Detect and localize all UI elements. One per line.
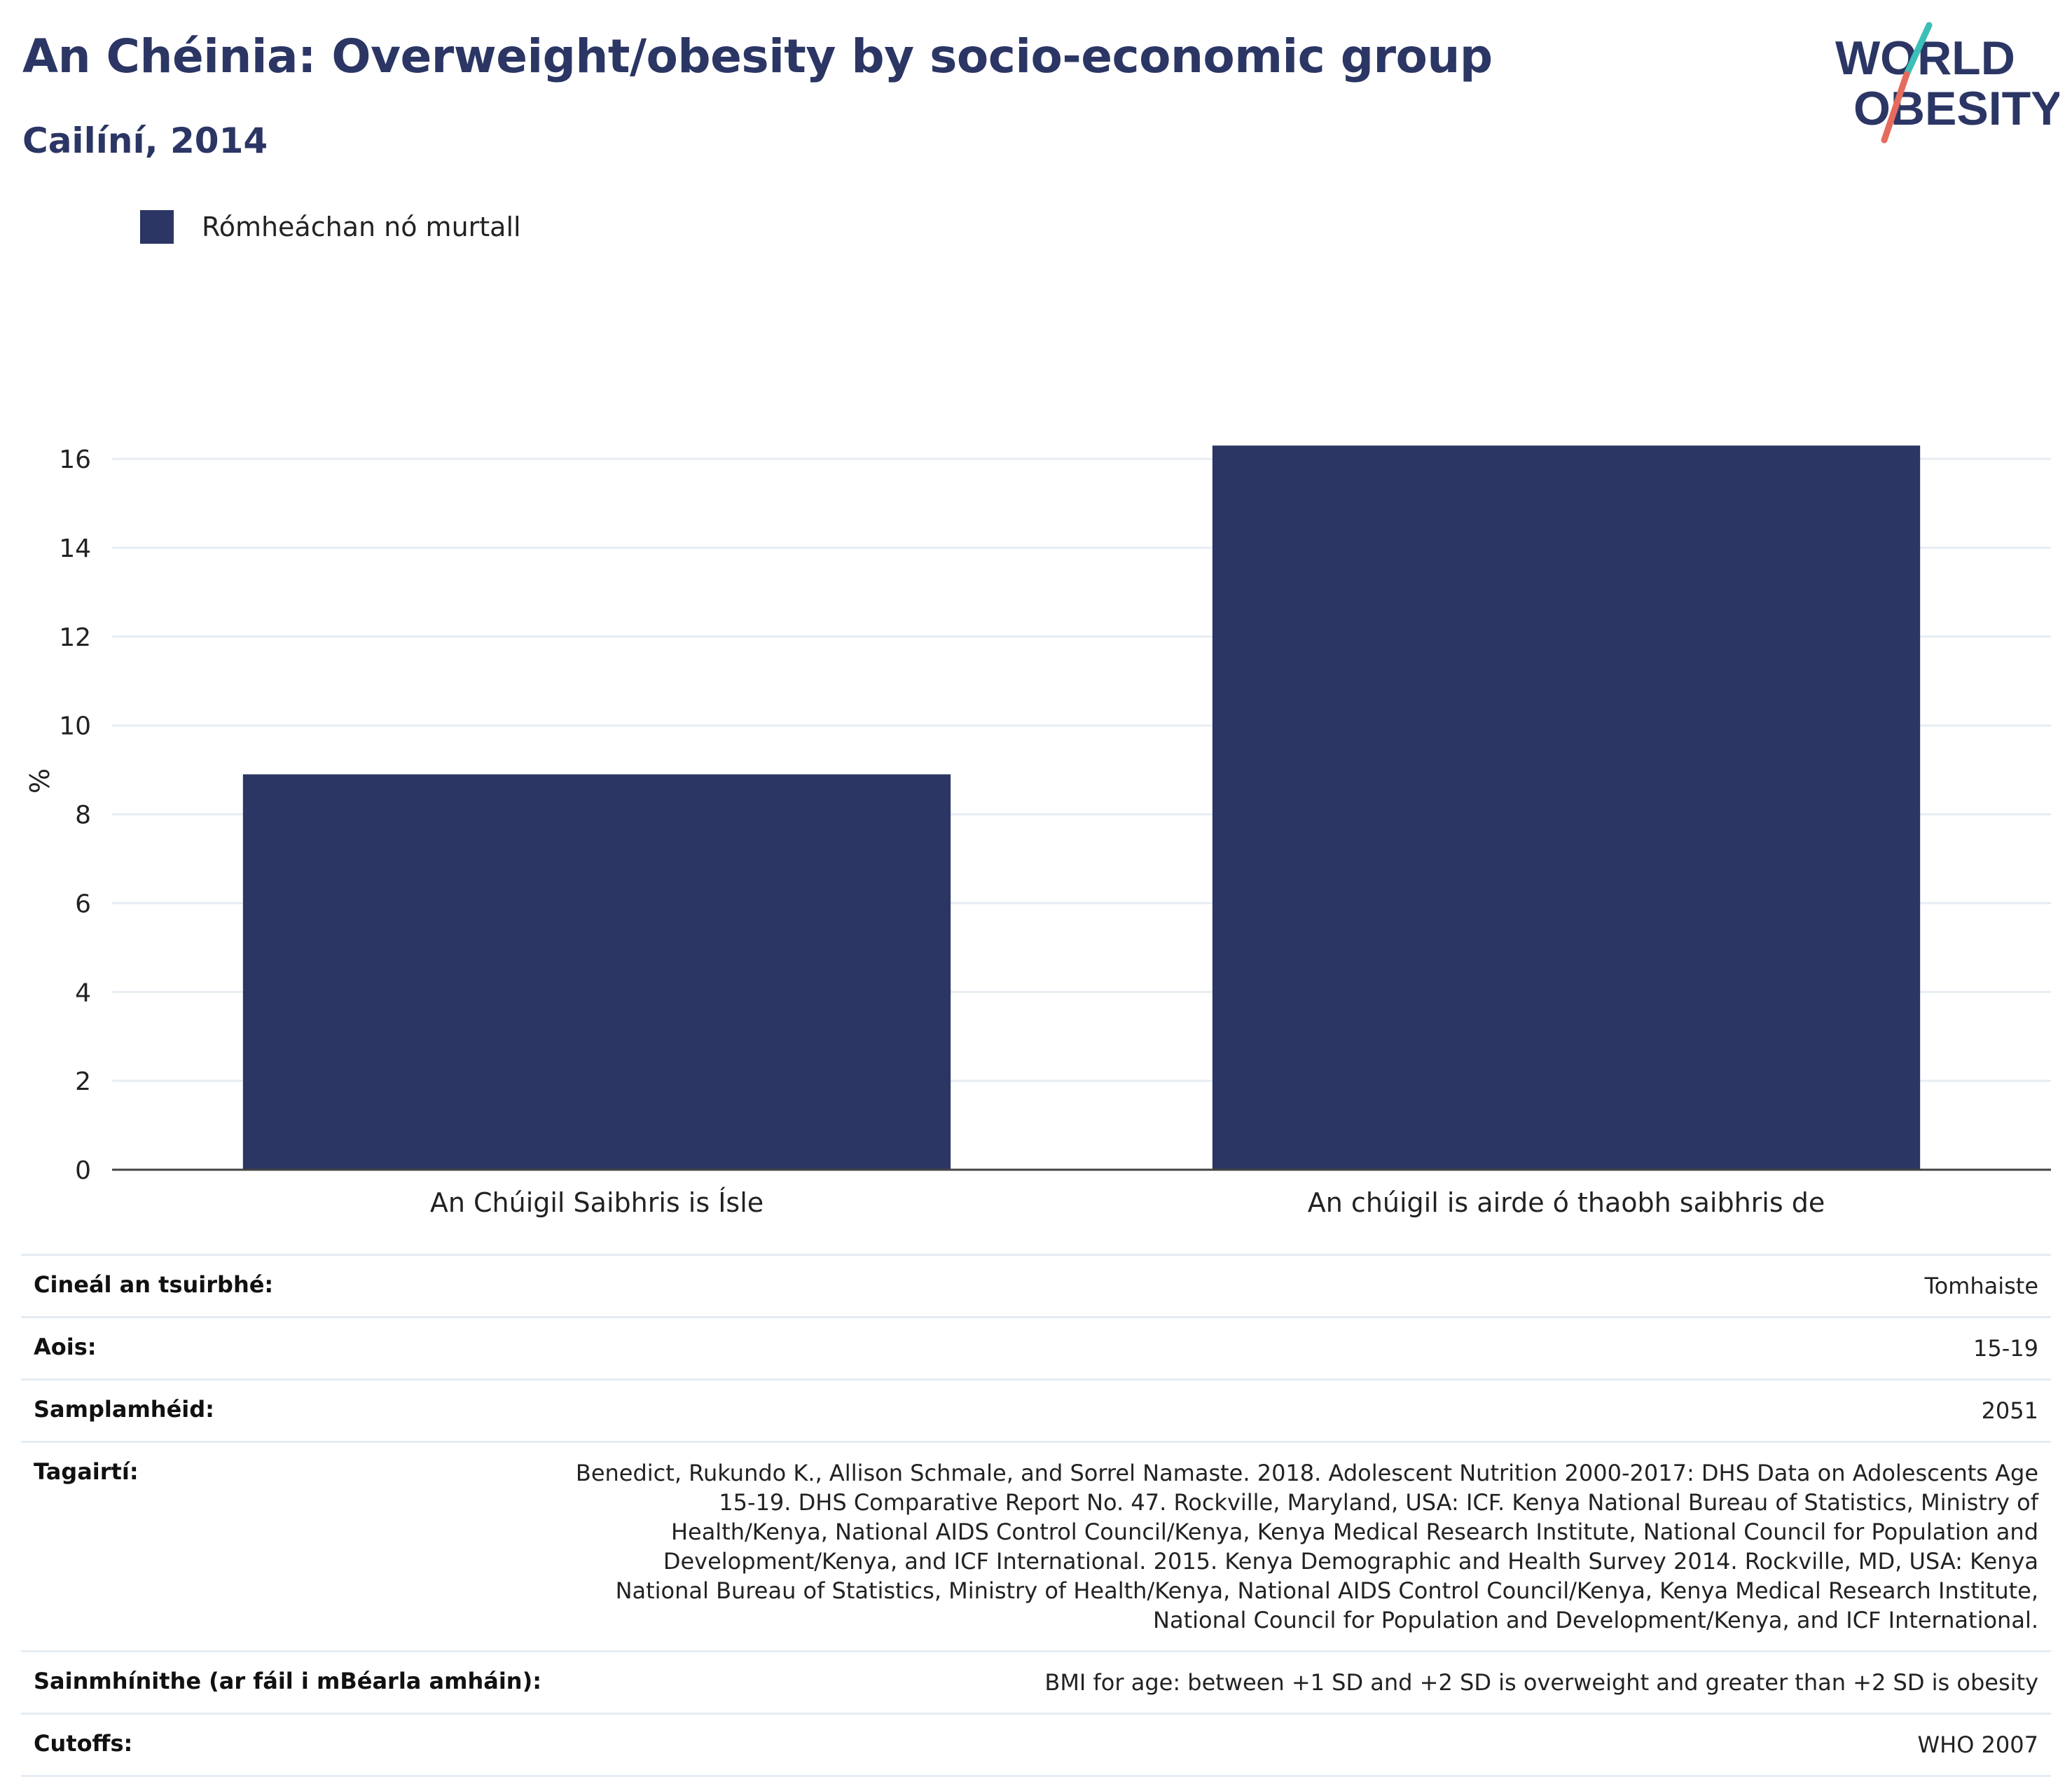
chart-subtitle: Cailíní, 2014: [22, 120, 268, 161]
info-label: Tagairtí:: [21, 1441, 554, 1652]
info-label: Cineál an tsuirbhé:: [21, 1254, 554, 1318]
info-label: Cutoffs:: [21, 1713, 554, 1777]
world-obesity-logo: WORLD OBESITY: [1835, 22, 2059, 144]
logo-line2: OBESITY: [1853, 82, 2059, 135]
info-label: Aois:: [21, 1316, 554, 1380]
survey-info-table: Cineál an tsuirbhé: Tomhaiste Aois: 15-19 Sa…: [21, 1254, 2051, 1777]
info-value: Benedict, Rukundo K., Allison Schmale, a…: [554, 1441, 2051, 1652]
info-row: Aois: 15-19: [21, 1316, 2051, 1380]
bar-chart: 0 2 4 6 8 10 12 14 16% An Chúigil Saibhris is Ísl…: [25, 445, 2051, 1218]
bar: [242, 774, 951, 1170]
y-tick-label: 0: [75, 1156, 91, 1185]
logo-slash-teal: [1903, 22, 1933, 78]
y-tick-label: 14: [59, 534, 91, 563]
y-tick-label: 6: [75, 890, 91, 918]
legend-label: Rómheáchan nó murtall: [202, 212, 521, 242]
bar: [1212, 445, 1921, 1170]
y-axis-label: %: [25, 768, 55, 794]
info-row: Tagairtí: Benedict, Rukundo K., Allison S…: [21, 1441, 2051, 1652]
x-tick-label: An chúigil is airde ó thaobh saibhris de: [1308, 1187, 1825, 1218]
info-label: Sainmhínithe (ar fáil i mBéarla amháin):: [21, 1650, 554, 1714]
info-row: Samplamhéid: 2051: [21, 1378, 2051, 1442]
info-value: 2051: [554, 1378, 2051, 1442]
info-row: Cutoffs: WHO 2007: [21, 1713, 2051, 1777]
y-tick-label: 2: [75, 1067, 91, 1096]
info-value: 15-19: [554, 1316, 2051, 1380]
chart-title: An Chéinia: Overweight/obesity by socio-…: [22, 29, 1493, 83]
x-tick-label: An Chúigil Saibhris is Ísle: [430, 1187, 764, 1218]
legend-swatch: [140, 210, 174, 244]
info-value: Tomhaiste: [554, 1254, 2051, 1318]
info-value: BMI for age: between +1 SD and +2 SD is …: [554, 1650, 2051, 1714]
y-tick-label: 12: [59, 623, 91, 652]
legend: Rómheáchan nó murtall: [140, 210, 521, 244]
info-label: Samplamhéid:: [21, 1378, 554, 1442]
y-tick-label: 8: [75, 801, 91, 830]
info-value: WHO 2007: [554, 1713, 2051, 1777]
info-row: Sainmhínithe (ar fáil i mBéarla amháin):…: [21, 1650, 2051, 1714]
y-tick-label: 16: [59, 445, 91, 474]
logo-slash-red: [1881, 71, 1910, 144]
info-row: Cineál an tsuirbhé: Tomhaiste: [21, 1254, 2051, 1318]
y-tick-label: 10: [59, 712, 91, 741]
y-tick-label: 4: [75, 979, 91, 1007]
